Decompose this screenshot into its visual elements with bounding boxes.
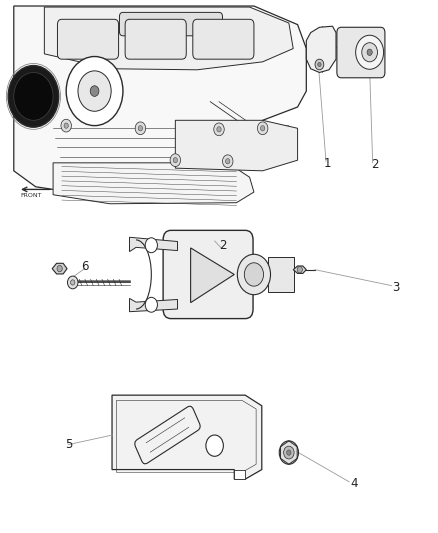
- Text: 2: 2: [219, 239, 226, 252]
- FancyBboxPatch shape: [120, 12, 223, 36]
- Circle shape: [61, 119, 71, 132]
- Circle shape: [8, 66, 59, 127]
- Circle shape: [318, 62, 321, 67]
- Circle shape: [135, 122, 146, 135]
- Circle shape: [66, 56, 123, 126]
- Circle shape: [78, 71, 111, 111]
- Circle shape: [362, 43, 378, 62]
- Polygon shape: [191, 248, 234, 303]
- Circle shape: [206, 435, 223, 456]
- Polygon shape: [130, 237, 177, 252]
- Circle shape: [315, 59, 324, 70]
- FancyBboxPatch shape: [337, 27, 385, 78]
- Circle shape: [67, 276, 78, 289]
- Circle shape: [170, 154, 180, 166]
- Circle shape: [64, 123, 68, 128]
- Bar: [268, 257, 294, 292]
- Circle shape: [214, 123, 224, 136]
- Text: FRONT: FRONT: [20, 193, 42, 198]
- Circle shape: [367, 49, 372, 55]
- Text: 6: 6: [81, 260, 89, 273]
- Circle shape: [14, 72, 53, 120]
- Circle shape: [145, 297, 157, 312]
- FancyBboxPatch shape: [125, 19, 186, 59]
- Circle shape: [173, 158, 177, 163]
- Circle shape: [297, 266, 302, 273]
- Text: 1: 1: [324, 157, 331, 170]
- Circle shape: [284, 446, 294, 459]
- Circle shape: [217, 127, 221, 132]
- Polygon shape: [14, 6, 306, 195]
- Circle shape: [223, 155, 233, 167]
- Bar: [234, 470, 245, 479]
- Circle shape: [90, 86, 99, 96]
- Circle shape: [356, 35, 384, 69]
- FancyBboxPatch shape: [193, 19, 254, 59]
- Circle shape: [226, 159, 230, 164]
- Circle shape: [57, 265, 62, 272]
- Text: 3: 3: [392, 281, 400, 294]
- Circle shape: [244, 263, 264, 286]
- Polygon shape: [130, 298, 177, 312]
- Circle shape: [258, 122, 268, 135]
- Circle shape: [237, 254, 271, 295]
- Polygon shape: [53, 163, 254, 204]
- Circle shape: [279, 441, 298, 464]
- Polygon shape: [175, 120, 297, 171]
- Polygon shape: [52, 263, 67, 274]
- Circle shape: [138, 126, 143, 131]
- Polygon shape: [44, 7, 293, 70]
- Text: 4: 4: [350, 477, 357, 490]
- Text: 5: 5: [65, 438, 73, 451]
- FancyBboxPatch shape: [163, 230, 253, 319]
- FancyBboxPatch shape: [57, 19, 119, 59]
- Circle shape: [261, 126, 265, 131]
- Text: 2: 2: [371, 158, 378, 172]
- Circle shape: [71, 280, 75, 285]
- Polygon shape: [293, 266, 306, 273]
- Polygon shape: [306, 26, 336, 72]
- Circle shape: [287, 450, 291, 455]
- Polygon shape: [112, 395, 262, 479]
- Circle shape: [145, 238, 157, 253]
